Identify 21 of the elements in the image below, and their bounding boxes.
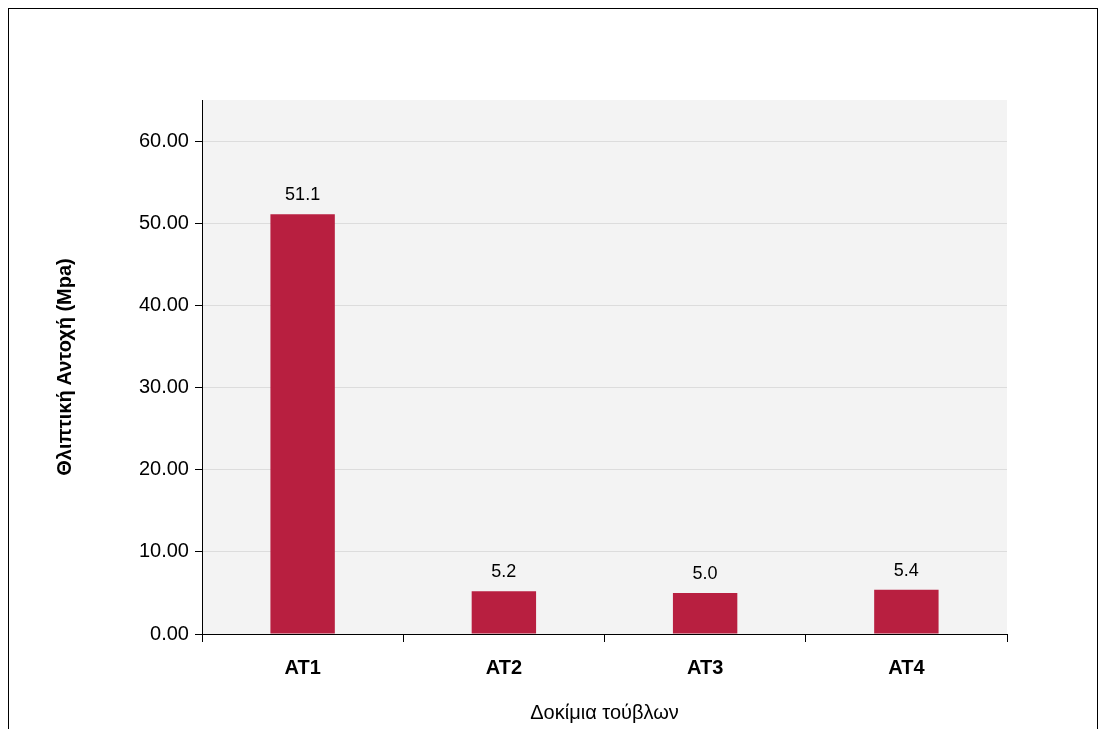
y-tick-label: 40.00 bbox=[138, 292, 189, 315]
y-axis-title: Θλιπτική Αντοχή (Mpa) bbox=[52, 258, 75, 476]
y-tick-label: 50.00 bbox=[138, 210, 189, 233]
bar bbox=[874, 589, 939, 634]
bar bbox=[471, 591, 537, 634]
x-axis-title: Δοκίμια τούβλων bbox=[530, 700, 679, 723]
x-tick-label: AT2 bbox=[485, 655, 523, 678]
y-tick-label: 10.00 bbox=[138, 539, 189, 562]
data-label: 5.4 bbox=[893, 559, 919, 580]
bar bbox=[672, 592, 738, 634]
x-tick-label: AT1 bbox=[284, 655, 321, 678]
x-tick-label: AT3 bbox=[686, 655, 724, 678]
y-tick-label: 30.00 bbox=[138, 375, 189, 398]
data-label: 5.0 bbox=[692, 562, 718, 583]
x-tick-label: AT4 bbox=[888, 655, 926, 678]
y-tick-label: 60.00 bbox=[138, 128, 189, 151]
data-label: 5.2 bbox=[491, 561, 517, 582]
y-tick-label: 0.00 bbox=[150, 621, 189, 644]
y-tick-label: 20.00 bbox=[138, 457, 189, 480]
bar bbox=[270, 214, 335, 634]
data-label: 51.1 bbox=[285, 184, 321, 205]
